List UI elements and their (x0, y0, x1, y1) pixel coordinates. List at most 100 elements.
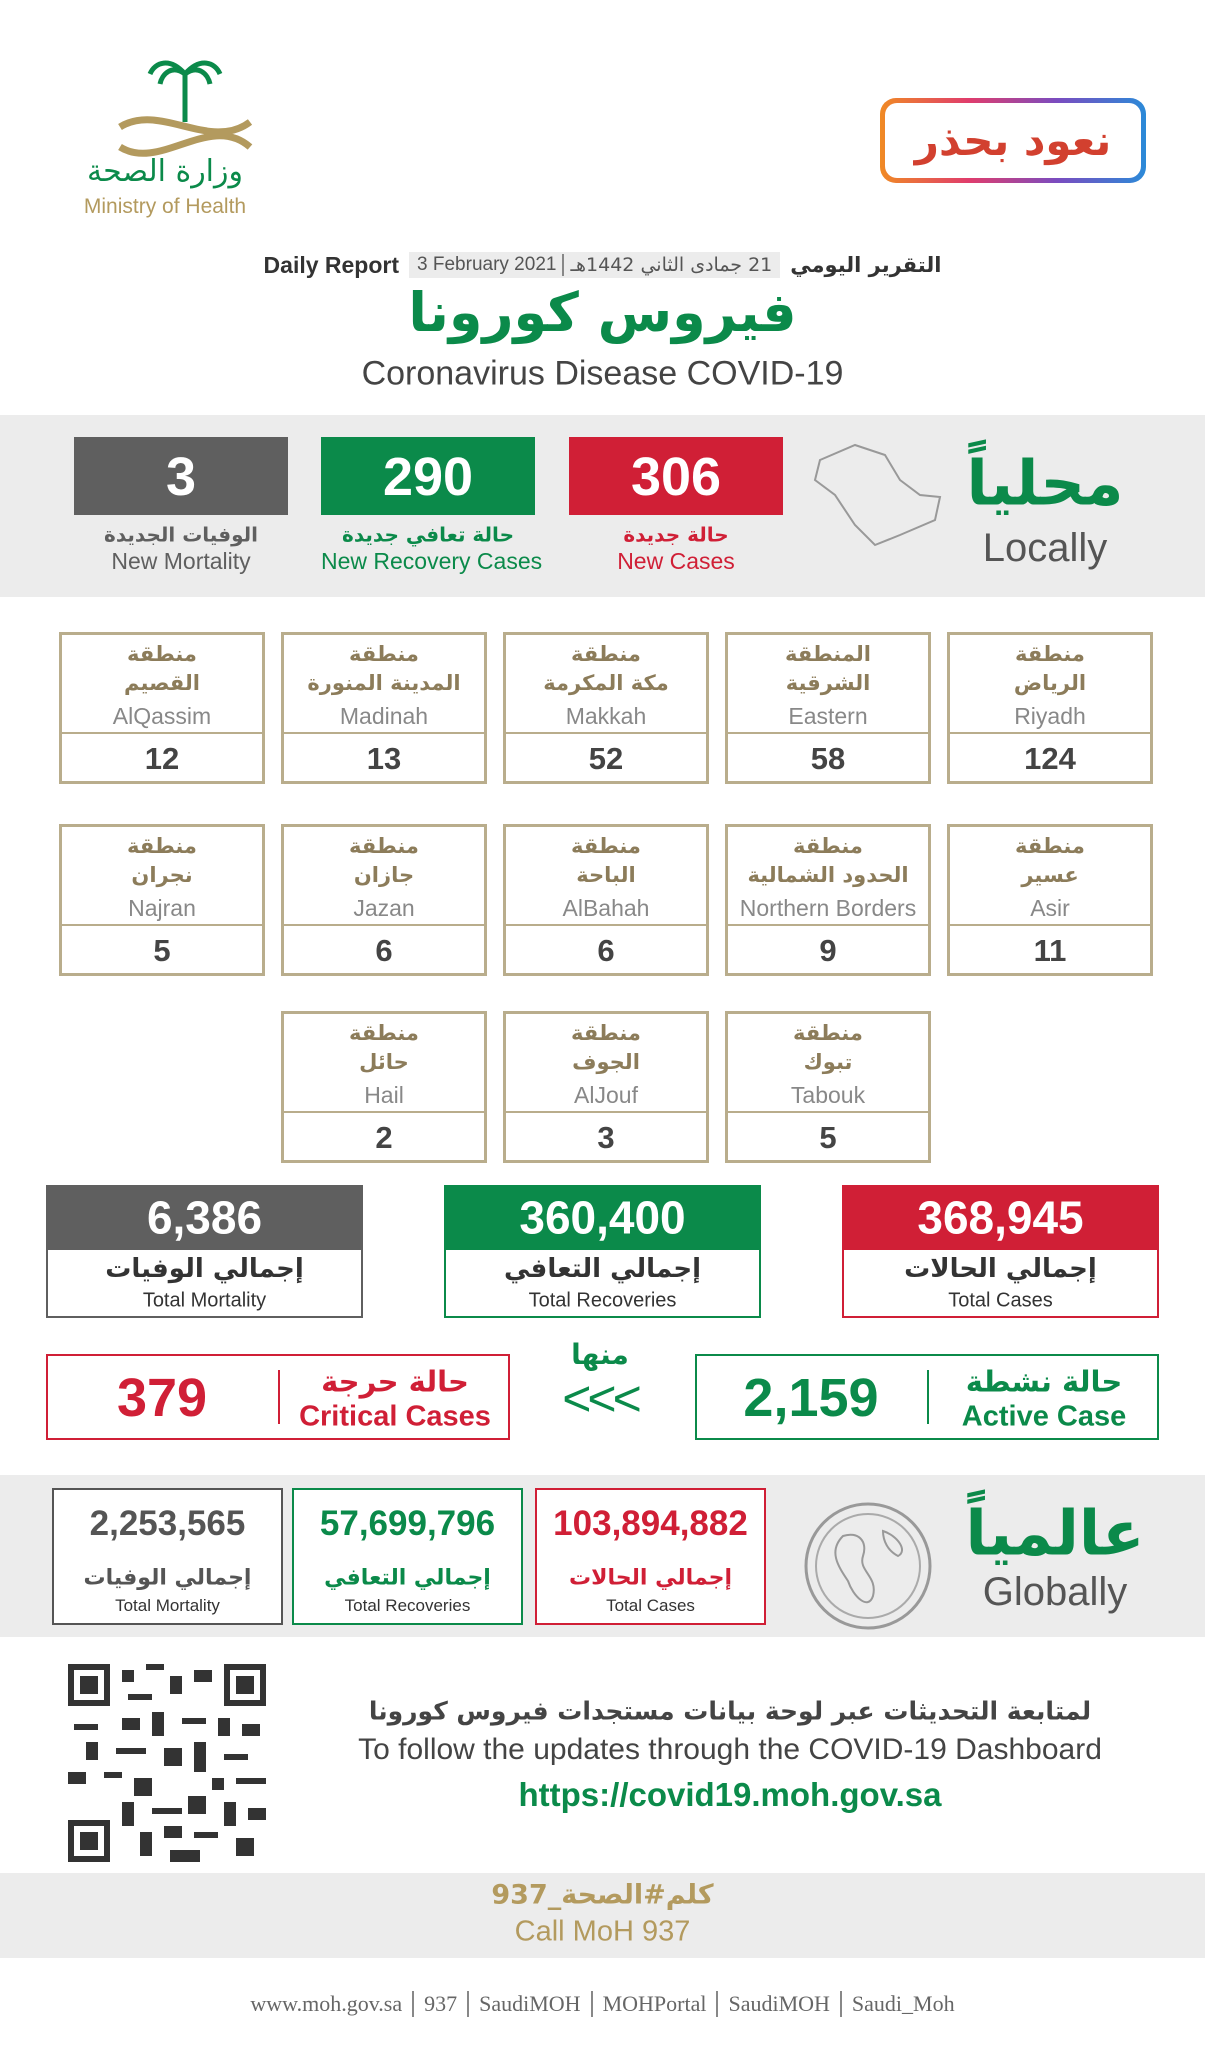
region-divider (284, 924, 484, 926)
region-divider (506, 1111, 706, 1113)
local-title-en: Locally (982, 526, 1108, 570)
region-name-en: Madinah (339, 702, 429, 729)
region-name-ar: الرياض (1013, 670, 1087, 695)
region-name-ar: تبوك (803, 1049, 853, 1074)
region-name-ar: المدينة المنورة (307, 670, 461, 695)
region-box (725, 632, 931, 784)
footer-link[interactable]: SaudiMOH (467, 1991, 590, 2017)
region-box (725, 1011, 931, 1163)
ministry-en: Ministry of Health (83, 194, 247, 218)
region-divider (950, 924, 1150, 926)
footer-link[interactable]: www.moh.gov.sa (250, 1991, 403, 2016)
region-name-ar: مكة المكرمة (543, 670, 669, 695)
region-prefix: منطقة (127, 833, 197, 858)
global-box (535, 1488, 766, 1625)
region-box (59, 632, 265, 784)
region-value: 52 (588, 741, 624, 777)
local-stat-box (321, 437, 535, 515)
active-value: 2,159 (743, 1367, 879, 1428)
region-name-en: Najran (128, 894, 196, 921)
region-name-ar: الجوف (572, 1049, 640, 1074)
global-title-en: Globally (982, 1570, 1128, 1614)
region-divider (728, 924, 928, 926)
moh-logo (118, 60, 253, 157)
region-name-ar: جازان (353, 862, 415, 887)
local-stat-label-ar: الوفيات الجديدة (104, 522, 258, 547)
region-value: 12 (144, 741, 180, 777)
footer-link[interactable]: Saudi_Moh (839, 1991, 965, 2017)
region-value: 6 (597, 933, 615, 969)
local-stat-box (74, 437, 288, 515)
region-name-en: AlQassim (112, 702, 212, 729)
region-name-ar: الشرقية (785, 670, 871, 695)
total-header (444, 1185, 761, 1250)
saudi-map (813, 443, 942, 547)
global-box (52, 1488, 283, 1625)
global-value: 57,699,796 (319, 1503, 496, 1543)
region-prefix: منطقة (349, 833, 419, 858)
region-name-ar: حائل (359, 1049, 409, 1074)
region-value: 3 (597, 1120, 615, 1156)
global-value: 103,894,882 (553, 1503, 748, 1543)
total-label-ar: إجمالي الحالات (904, 1254, 1097, 1285)
region-box (947, 824, 1153, 976)
region-name-en: Jazan (353, 894, 415, 921)
active-label-ar: حالة نشطة (965, 1364, 1123, 1399)
local-stat-label-ar: حالة تعافي جديدة (342, 522, 514, 547)
region-name-en: Hail (364, 1081, 404, 1108)
footer-link[interactable]: SaudiMOH (716, 1991, 839, 2017)
region-divider (506, 732, 706, 734)
region-prefix: المنطقة (784, 641, 872, 666)
region-prefix: منطقة (793, 1020, 863, 1045)
region-value: 5 (819, 1120, 837, 1156)
region-box (281, 824, 487, 976)
date-row: Daily Report 3 February 2021 21 جمادى الثا… (0, 246, 1205, 284)
local-title-ar: محلياً (966, 446, 1124, 520)
total-label-ar: إجمالي التعافي (503, 1254, 702, 1285)
region-prefix: منطقة (571, 641, 641, 666)
global-label-ar: إجمالي الوفيات (83, 1565, 252, 1591)
global-label-en: Total Mortality (115, 1596, 220, 1616)
global-label-ar: إجمالي التعافي (324, 1565, 491, 1591)
call-ar: كلم#الصحة_937 (491, 1879, 714, 1911)
region-name-ar: عسير (1021, 862, 1079, 887)
region-name-en: Northern Borders (739, 894, 917, 921)
date-hijri: 21 جمادى الثاني 1442هـ (562, 254, 772, 276)
region-divider (728, 732, 928, 734)
critical-divider (278, 1370, 280, 1424)
region-name-ar: الباحة (576, 862, 636, 887)
local-stat-label-en: New Cases (617, 547, 735, 574)
region-name-en: Asir (1030, 894, 1070, 921)
total-value: 6,386 (146, 1191, 263, 1244)
local-stat-label-en: New Mortality (111, 547, 251, 574)
region-divider (284, 1111, 484, 1113)
region-prefix: منطقة (1015, 833, 1085, 858)
call-band (0, 1873, 1205, 1958)
region-value: 11 (1033, 933, 1067, 969)
report-ar: التقرير اليومي (790, 253, 942, 277)
dashboard-ar: لمتابعة التحديثات عبر لوحة بيانات مستجدا… (368, 1696, 1092, 1726)
active-label-en: Active Case (961, 1400, 1127, 1433)
arrows: <<< (562, 1370, 642, 1427)
global-label-en: Total Cases (606, 1596, 695, 1616)
campaign-logo (880, 98, 1146, 183)
campaign-logo-inner (885, 103, 1141, 178)
region-divider (506, 924, 706, 926)
total-header (842, 1185, 1159, 1250)
region-prefix: منطقة (571, 833, 641, 858)
footer-link[interactable]: MOHPortal (590, 1991, 717, 2017)
footer-link[interactable]: 937 (412, 1991, 467, 2017)
region-name-ar: القصيم (124, 670, 200, 695)
region-value: 6 (375, 933, 393, 969)
region-prefix: منطقة (349, 641, 419, 666)
call-en: Call MoH 937 (514, 1915, 691, 1948)
region-name-en: Tabouk (790, 1081, 866, 1108)
region-name-en: Makkah (565, 702, 647, 729)
critical-label-en: Critical Cases (299, 1400, 491, 1433)
date-box: 3 February 2021 21 جمادى الثاني 1442هـ (409, 252, 781, 278)
region-name-en: Eastern (788, 702, 868, 729)
global-label-en: Total Recoveries (344, 1596, 471, 1616)
region-box (281, 1011, 487, 1163)
region-divider (62, 924, 262, 926)
